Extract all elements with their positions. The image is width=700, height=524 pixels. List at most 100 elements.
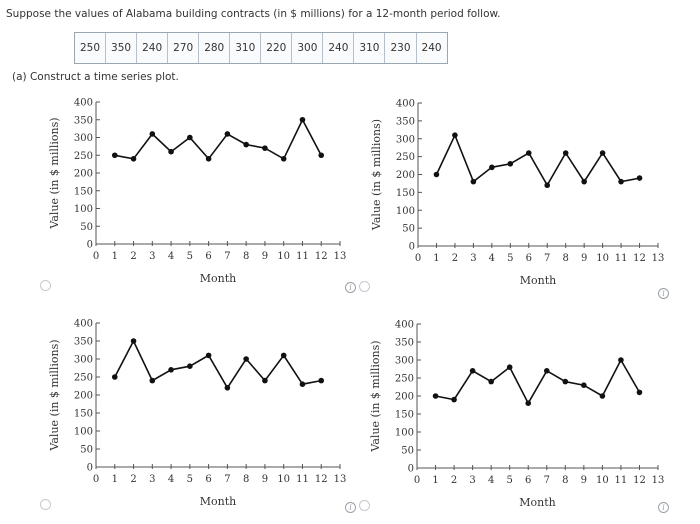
x-tick-label: 9 xyxy=(581,253,587,264)
data-point xyxy=(636,175,643,181)
data-point xyxy=(168,367,174,373)
x-tick-label: 4 xyxy=(168,251,174,262)
value-cell: 350 xyxy=(106,33,138,63)
data-point xyxy=(581,382,587,388)
value-cell: 250 xyxy=(75,33,107,63)
x-tick-label: 13 xyxy=(334,474,347,485)
x-tick-label: 5 xyxy=(187,474,193,485)
y-tick-label: 200 xyxy=(74,391,93,402)
info-icon-top-left[interactable]: i xyxy=(345,282,356,293)
x-tick-label: 2 xyxy=(130,251,136,262)
x-tick-label: 13 xyxy=(334,251,347,262)
info-icon-top-right[interactable]: i xyxy=(658,288,669,299)
data-point xyxy=(618,357,624,363)
y-tick-label: 150 xyxy=(395,410,414,421)
y-tick-label: 0 xyxy=(408,464,414,475)
data-point xyxy=(299,381,306,387)
data-point xyxy=(451,396,457,403)
x-tick-label: 6 xyxy=(205,474,211,485)
series-line xyxy=(435,358,641,405)
y-tick-label: 0 xyxy=(409,242,415,253)
data-point xyxy=(299,116,306,123)
data-point xyxy=(506,364,513,370)
x-tick-label: 1 xyxy=(112,474,118,485)
question-text: Suppose the values of Alabama building c… xyxy=(6,8,501,20)
y-tick-label: 400 xyxy=(396,99,415,110)
info-icon-bottom-right[interactable]: i xyxy=(658,502,669,513)
x-tick-label: 1 xyxy=(433,253,439,264)
data-point xyxy=(488,378,494,385)
x-tick-label: 10 xyxy=(596,475,609,486)
y-tick-label: 400 xyxy=(74,98,93,109)
y-tick-label: 150 xyxy=(74,409,93,420)
y-tick-label: 200 xyxy=(74,169,93,180)
x-tick-label: 7 xyxy=(224,474,230,485)
x-tick-label: 1 xyxy=(112,251,118,262)
data-point xyxy=(489,164,495,171)
data-point xyxy=(224,385,231,391)
radio-option-top-left[interactable] xyxy=(40,280,51,291)
x-tick-label: 13 xyxy=(652,475,665,486)
data-point xyxy=(318,152,325,159)
series-line xyxy=(114,118,322,161)
value-cell: 300 xyxy=(292,33,324,63)
data-point xyxy=(525,150,532,156)
y-tick-label: 100 xyxy=(74,427,93,438)
x-tick-label: 10 xyxy=(596,253,609,264)
x-axis-label: Month xyxy=(520,274,556,287)
x-tick-label: 8 xyxy=(563,253,569,264)
x-tick-label: 12 xyxy=(315,474,328,485)
y-tick-label: 50 xyxy=(80,222,93,233)
x-axis-label: Month xyxy=(200,495,236,508)
data-point xyxy=(280,352,287,359)
data-point xyxy=(636,389,643,396)
series-line xyxy=(435,133,640,187)
value-cell: 230 xyxy=(385,33,417,63)
x-tick-label: 6 xyxy=(525,475,531,486)
x-axis-label: Month xyxy=(519,496,555,509)
y-axis-label: Value (in $ millions) xyxy=(48,339,61,451)
y-tick-label: 350 xyxy=(395,338,414,349)
data-point xyxy=(280,156,287,162)
y-tick-label: 300 xyxy=(74,133,93,144)
data-point xyxy=(544,182,551,189)
x-tick-label: 4 xyxy=(489,253,495,264)
x-tick-label: 8 xyxy=(243,251,249,262)
data-point xyxy=(111,374,118,380)
radio-option-top-right[interactable] xyxy=(359,281,370,292)
data-point xyxy=(205,352,212,359)
info-icon-bottom-left[interactable]: i xyxy=(345,502,356,513)
y-axis-label: Value (in $ millions) xyxy=(48,117,61,229)
data-point xyxy=(205,156,212,162)
data-point xyxy=(507,160,514,167)
series-line xyxy=(114,339,322,390)
x-tick-label: 6 xyxy=(526,253,532,264)
y-tick-label: 100 xyxy=(396,206,415,217)
x-tick-label: 2 xyxy=(452,253,458,264)
y-tick-label: 50 xyxy=(402,224,415,235)
data-point xyxy=(581,178,587,185)
x-tick-label: 3 xyxy=(470,253,476,264)
values-table: 250 350 240 270 280 310 220 300 240 310 230 240 xyxy=(74,32,448,64)
data-point xyxy=(130,338,137,344)
data-point xyxy=(149,131,156,137)
x-tick-label: 8 xyxy=(243,474,249,485)
y-tick-label: 400 xyxy=(395,320,414,331)
data-point xyxy=(187,363,193,369)
radio-option-bottom-left[interactable] xyxy=(40,499,51,510)
y-tick-label: 200 xyxy=(395,392,414,403)
value-cell: 270 xyxy=(168,33,200,63)
x-tick-label: 7 xyxy=(224,251,230,262)
x-tick-label: 11 xyxy=(615,253,628,264)
data-point xyxy=(618,178,624,185)
x-tick-label: 2 xyxy=(451,475,457,486)
data-point xyxy=(469,368,476,374)
x-tick-label: 0 xyxy=(93,474,99,485)
x-tick-label: 9 xyxy=(581,475,587,486)
data-point xyxy=(599,393,606,399)
radio-option-bottom-right[interactable] xyxy=(359,500,370,511)
x-tick-label: 3 xyxy=(469,475,475,486)
value-cell: 240 xyxy=(137,33,169,63)
data-point xyxy=(543,368,550,374)
